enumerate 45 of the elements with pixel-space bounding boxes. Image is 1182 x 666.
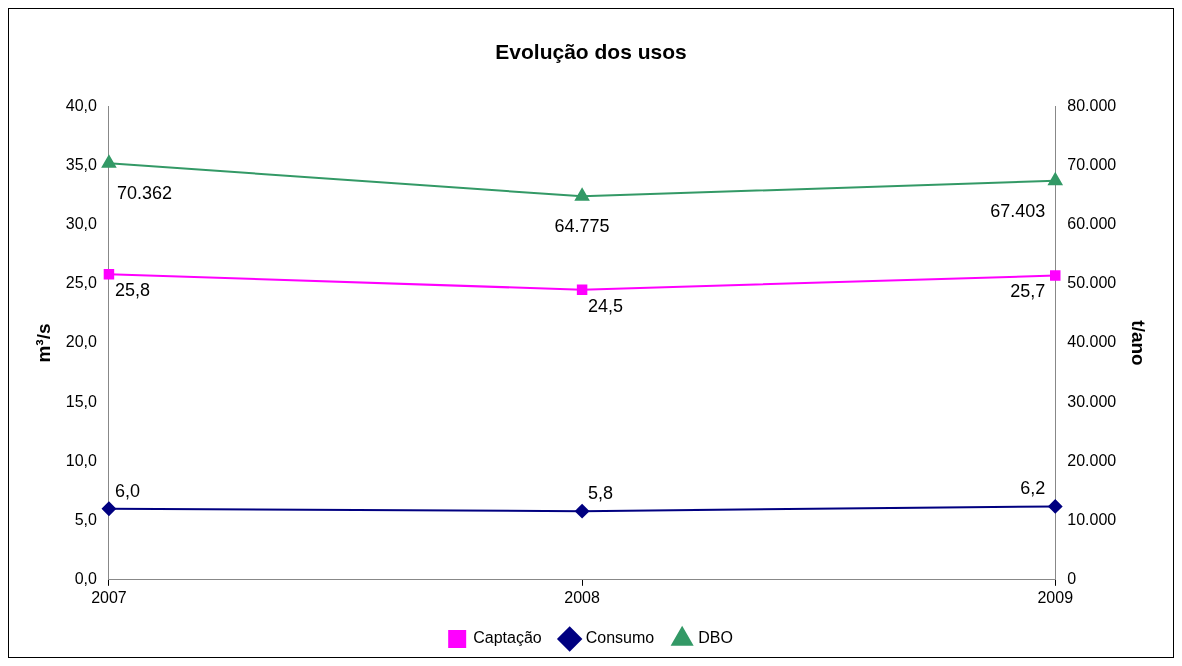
y2-tick-label: 60.000 (1067, 215, 1117, 233)
point (101, 501, 116, 516)
y2-axis-title: t/ano (1128, 320, 1150, 366)
data-label: 70.362 (116, 183, 172, 204)
point (1048, 172, 1063, 186)
y-tick-label: 0,0 (74, 570, 98, 588)
y2-tick-label: 20.000 (1067, 451, 1117, 469)
y-axis-title: m³/s (32, 323, 54, 363)
data-label: 25,8 (114, 280, 150, 301)
data-label: 67.403 (990, 200, 1046, 221)
point (1048, 499, 1063, 514)
data-label: 25,7 (1010, 281, 1046, 302)
y-tick-label: 30,0 (65, 215, 98, 233)
y2-tick-label: 40.000 (1067, 333, 1117, 351)
y2-tick-label: 70.000 (1067, 155, 1117, 173)
y2-tick-label: 80.000 (1067, 96, 1117, 114)
y-tick-label: 25,0 (65, 274, 98, 292)
legend-label: DBO (698, 629, 733, 647)
point (1050, 270, 1061, 281)
data-label: 64.775 (554, 216, 610, 237)
x-tick-label: 2008 (564, 588, 600, 606)
y2-tick-label: 30.000 (1067, 392, 1117, 410)
point (576, 284, 588, 295)
chart-title: Evolução dos usos (495, 40, 687, 64)
y-tick-label: 35,0 (65, 155, 98, 173)
y-tick-label: 10,0 (65, 451, 98, 469)
y-tick-label: 5,0 (74, 511, 98, 529)
legend-label: Consumo (585, 629, 655, 647)
data-label: 6,2 (1020, 478, 1046, 499)
y-tick-label: 15,0 (65, 392, 98, 410)
y-tick-label: 40,0 (65, 96, 98, 114)
legend-label: Captação (473, 629, 542, 647)
y2-tick-label: 10.000 (1067, 511, 1117, 529)
data-label: 5,8 (588, 483, 614, 504)
data-label: 6,0 (114, 480, 140, 501)
y2-tick-label: 50.000 (1067, 274, 1117, 292)
point (575, 188, 590, 201)
point (101, 155, 116, 168)
point (575, 504, 590, 519)
x-tick-label: 2007 (91, 588, 127, 606)
x-tick-label: 2009 (1037, 588, 1074, 606)
point (103, 269, 115, 280)
y2-tick-label: 0 (1067, 570, 1077, 588)
data-label: 24,5 (588, 295, 624, 316)
y-tick-label: 20,0 (65, 333, 98, 351)
